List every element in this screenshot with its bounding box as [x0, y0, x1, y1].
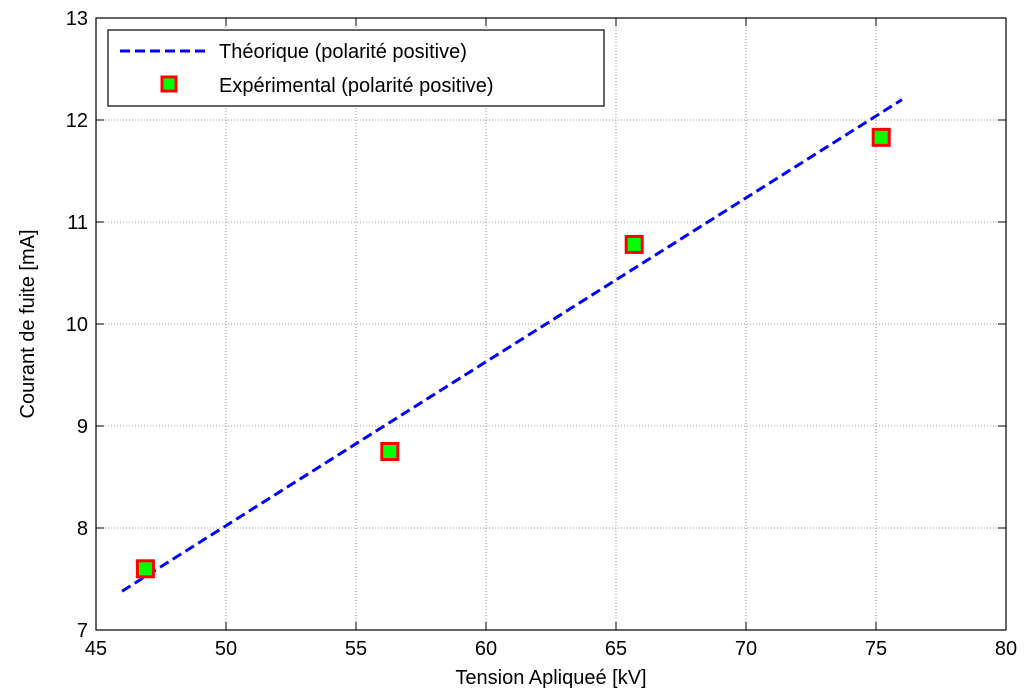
legend-label-experimental: Expérimental (polarité positive) — [219, 75, 494, 97]
y-tick-label: 11 — [67, 212, 88, 234]
y-tick-label: 8 — [77, 518, 88, 540]
y-tick-label: 13 — [66, 8, 88, 30]
experimental-point — [871, 127, 891, 147]
tick-marks — [95, 17, 1007, 631]
experimental-point — [380, 442, 400, 461]
theoretical-line — [121, 98, 903, 593]
x-tick-label: 80 — [995, 638, 1017, 660]
x-tick-label: 45 — [85, 638, 107, 660]
grid-lines — [96, 18, 1006, 630]
y-axis-label: Courant de fuite [mA] — [17, 230, 39, 419]
x-tick-label: 75 — [865, 638, 887, 660]
experimental-point — [624, 234, 644, 254]
x-tick-label: 50 — [215, 638, 237, 660]
experimental-point — [135, 559, 155, 579]
y-tick-label: 12 — [66, 110, 88, 132]
x-axis-label: Tension Apliqueé [kV] — [455, 667, 646, 689]
x-tick-label: 55 — [345, 638, 367, 660]
plot-background — [96, 18, 1006, 630]
legend: Théorique (polarité positive) Expériment… — [107, 29, 605, 107]
y-tick-label: 10 — [66, 314, 88, 336]
x-tick-label: 65 — [605, 638, 627, 660]
x-tick-label: 60 — [475, 638, 497, 660]
series-layer — [121, 98, 903, 593]
x-tick-label: 70 — [735, 638, 757, 660]
y-tick-label: 7 — [77, 620, 88, 642]
tick-labels: 45 50 55 60 65 70 75 80 7 8 9 10 11 12 13 — [66, 8, 1017, 660]
legend-marker-sample — [160, 75, 178, 93]
legend-box — [107, 29, 605, 107]
legend-label-theorique: Théorique (polarité positive) — [219, 41, 467, 63]
y-tick-label: 9 — [77, 416, 88, 438]
